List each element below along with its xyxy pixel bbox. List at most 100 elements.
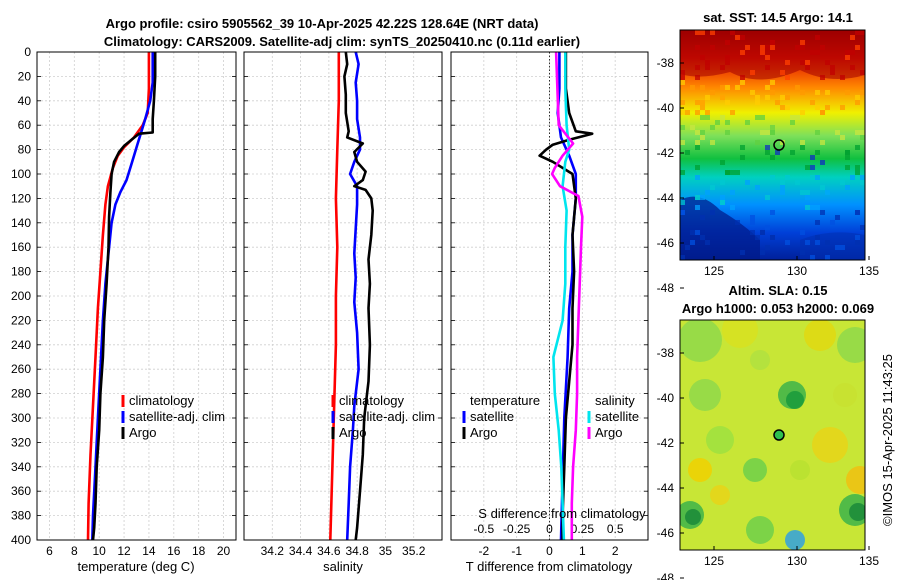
sla-blob: [680, 320, 722, 362]
sst-pixel: [785, 75, 790, 80]
sst-pixel: [850, 50, 855, 55]
sst-pixel: [705, 65, 710, 70]
sst-pixel: [680, 110, 685, 115]
sst-pixel: [695, 65, 700, 70]
sst-pixel: [820, 140, 825, 145]
sst-pixel: [725, 40, 730, 45]
map-x-tick-label: 135: [859, 554, 879, 568]
sst-pixel: [780, 190, 785, 195]
sst-pixel: [680, 70, 685, 75]
sst-pixel: [755, 100, 760, 105]
x-tick-label: -1: [511, 544, 522, 558]
sst-pixel: [790, 115, 795, 120]
x-tick-label: 6: [46, 544, 53, 558]
sla-argo-marker: [773, 429, 785, 441]
sst-pixel: [730, 170, 735, 175]
figure-title-line2: Climatology: CARS2009. Satellite-adj cli…: [104, 34, 580, 49]
x2-tick-label: -0.25: [503, 522, 531, 536]
sst-pixel: [705, 95, 710, 100]
sst-pixel: [705, 110, 710, 115]
sst-pixel: [815, 105, 820, 110]
series-group: [86, 52, 157, 540]
x2-tick-label: -0.5: [473, 522, 494, 536]
sst-pixel: [745, 45, 750, 50]
salinity-legend: climatology satellite-adj. clim Argo: [331, 393, 435, 440]
sst-pixel: [790, 150, 795, 155]
sst-pixel: [830, 220, 835, 225]
sst-pixel: [805, 240, 810, 245]
sst-warm-patch: [680, 30, 865, 80]
series-group: [538, 52, 594, 540]
panel-frame: [450, 51, 649, 541]
sst-pixel: [770, 235, 775, 240]
legend-label-satellite: satellite-adj. clim: [339, 409, 435, 424]
sst-pixel: [860, 180, 865, 185]
sst-pixel: [695, 175, 700, 180]
sst-pixel: [815, 220, 820, 225]
sst-pixel: [785, 60, 790, 65]
salinity-panel: 34.2 34.4 34.6 34.8 35 35.2: [243, 51, 443, 558]
x-tick-label: 16: [167, 544, 181, 558]
sst-pixel: [720, 115, 725, 120]
sla-blob: [750, 350, 770, 370]
sst-pixel: [750, 70, 755, 75]
legend-label-argo: Argo: [129, 425, 156, 440]
sst-pixel: [690, 125, 695, 130]
sst-pixel: [820, 185, 825, 190]
sst-pixel: [705, 240, 710, 245]
panel-frame: [36, 51, 237, 541]
sst-pixel: [740, 35, 745, 40]
map-y-tick-label: -40: [657, 391, 675, 405]
sst-pixel: [815, 50, 820, 55]
sla-blob: [722, 320, 758, 348]
sst-pixel: [695, 140, 700, 145]
map-y-tick-label: -40: [657, 101, 675, 115]
series-group: [329, 52, 375, 540]
sst-map-axes: 125 130 135 -38 -40 -42 -44 -46 -48: [657, 56, 880, 295]
sst-pixel: [755, 185, 760, 190]
x-tick-label: 34.8: [345, 544, 369, 558]
sst-pixel: [780, 95, 785, 100]
sst-pixel: [785, 105, 790, 110]
sst-pixel: [710, 140, 715, 145]
sla-blob: [688, 458, 712, 482]
sst-pixel: [685, 110, 690, 115]
sst-pixel: [700, 100, 705, 105]
x-tick-label: 14: [142, 544, 156, 558]
sst-pixel: [695, 165, 700, 170]
temperature-xlabel: temperature (deg C): [77, 559, 194, 574]
sst-pixel: [735, 85, 740, 90]
map-y-tick-label: -46: [657, 236, 675, 250]
sst-pixel: [760, 115, 765, 120]
sst-pixel: [710, 45, 715, 50]
sst-pixel: [765, 130, 770, 135]
sst-pixel: [810, 50, 815, 55]
sst-pixel: [815, 240, 820, 245]
sst-pixel: [800, 250, 805, 255]
legend-title-temperature: temperature: [470, 393, 540, 408]
sst-pixel: [810, 165, 815, 170]
map-x-tick-label: 125: [704, 554, 724, 568]
sst-pixel: [700, 105, 705, 110]
x-tick-label: 18: [192, 544, 206, 558]
map-y-tick-label: -44: [657, 191, 675, 205]
sst-pixel: [820, 160, 825, 165]
sla-blob: [833, 383, 857, 407]
sst-pixel: [775, 100, 780, 105]
x-tick-label: 20: [217, 544, 231, 558]
legend-label-argo: Argo: [339, 425, 366, 440]
sst-pixel: [845, 165, 850, 170]
sst-pixel: [855, 130, 860, 135]
sst-pixel: [680, 125, 685, 130]
series-line-satellite-adj-clim: [91, 52, 154, 540]
sst-pixel: [860, 175, 865, 180]
sst-pixel: [855, 240, 860, 245]
x-tick-label: 8: [71, 544, 78, 558]
sst-pixel: [695, 205, 700, 210]
sst-pixel: [740, 50, 745, 55]
sst-pixel: [765, 150, 770, 155]
sla-blob: [710, 485, 730, 505]
sla-blob: [812, 427, 848, 463]
sla-blob: [746, 516, 774, 544]
sla-map-title-line1: Altim. SLA: 0.15: [729, 283, 828, 298]
